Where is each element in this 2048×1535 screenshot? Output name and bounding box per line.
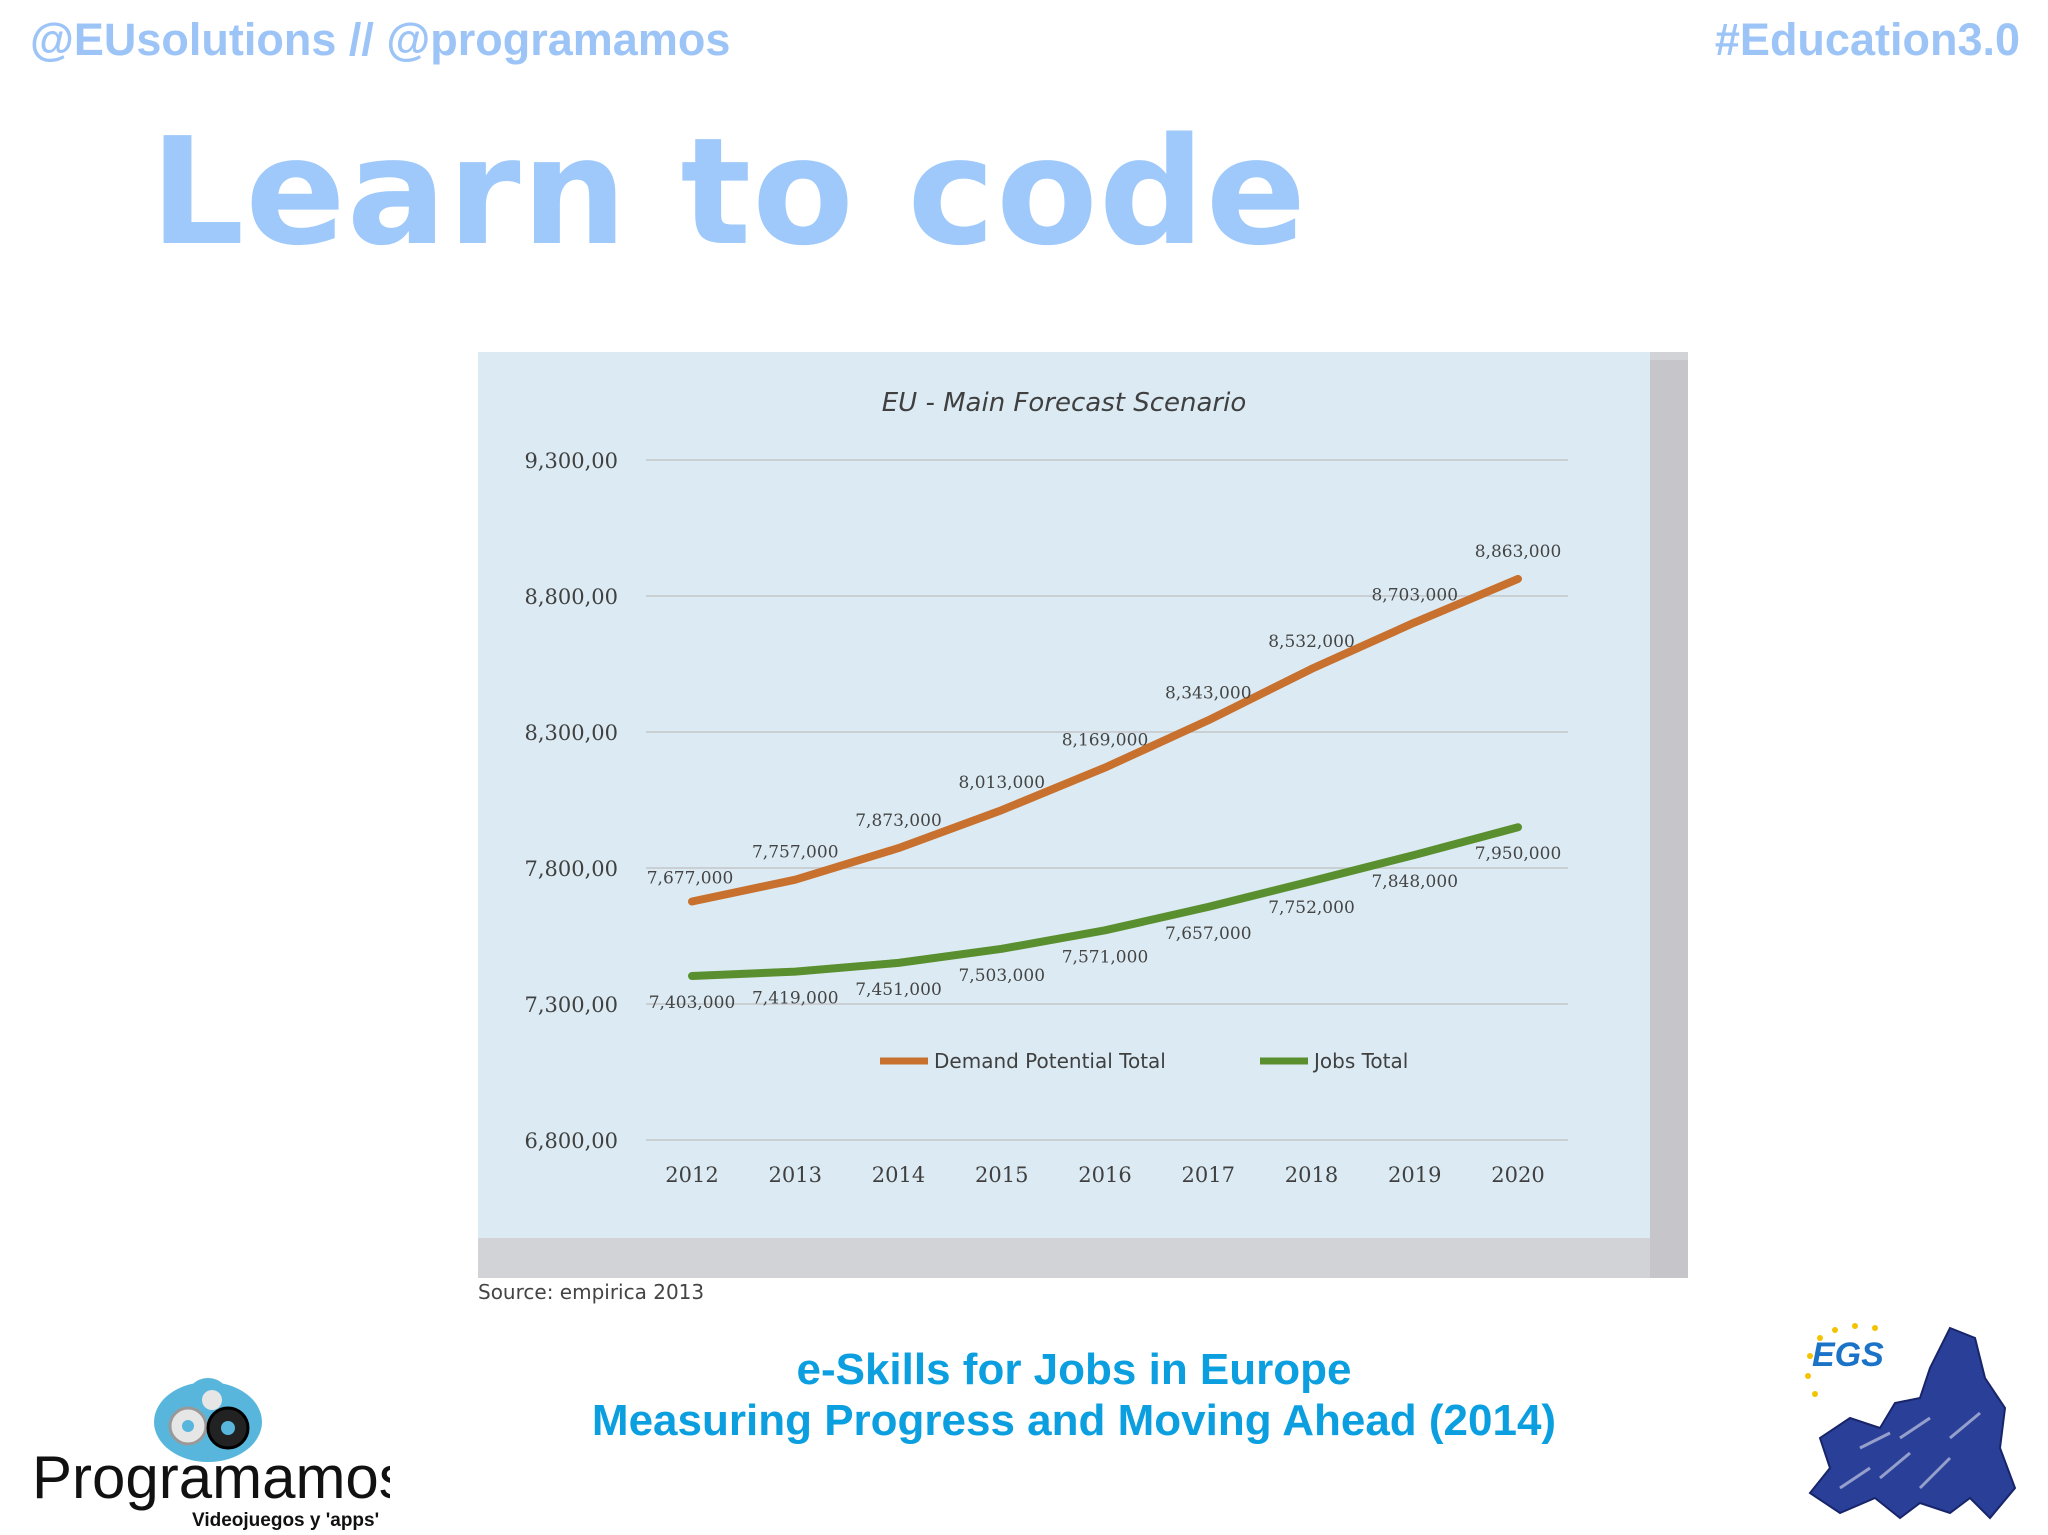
x-tick-label: 2019 — [1388, 1163, 1441, 1187]
x-tick-label: 2016 — [1078, 1163, 1131, 1187]
data-label: 7,503,000 — [958, 966, 1045, 986]
data-point — [1104, 929, 1106, 931]
chart-shadow — [1650, 360, 1688, 1278]
slide-title: Learn to code — [150, 106, 1308, 278]
programamos-logo: Programamos Videojuegos y 'apps' — [32, 1378, 390, 1530]
y-tick-label: 7,800,00 — [524, 857, 618, 881]
data-label: 7,657,000 — [1165, 924, 1252, 944]
data-point — [1001, 948, 1003, 950]
x-tick-label: 2020 — [1491, 1163, 1544, 1187]
data-label: 8,863,000 — [1475, 542, 1562, 562]
y-tick-label: 9,300,00 — [524, 449, 618, 473]
data-point — [794, 879, 796, 881]
data-label: 8,343,000 — [1165, 683, 1252, 703]
data-label: 7,419,000 — [752, 989, 839, 1009]
header-left-handles: @EUsolutions // @programamos — [30, 14, 731, 65]
y-tick-label: 7,300,00 — [524, 993, 618, 1017]
y-tick-label: 8,800,00 — [524, 585, 618, 609]
data-point — [794, 971, 796, 973]
data-label: 8,703,000 — [1371, 585, 1458, 605]
data-point — [898, 962, 899, 964]
data-label: 7,950,000 — [1475, 844, 1562, 864]
x-tick-label: 2017 — [1182, 1163, 1235, 1187]
x-tick-label: 2018 — [1285, 1163, 1338, 1187]
chart-title: EU - Main Forecast Scenario — [882, 388, 1247, 418]
legend-label: Demand Potential Total — [934, 1049, 1166, 1073]
data-point — [1207, 719, 1209, 721]
data-label: 7,757,000 — [752, 843, 839, 863]
cloud-gears-icon — [154, 1378, 262, 1462]
data-point — [1414, 621, 1416, 623]
data-point — [1001, 809, 1003, 811]
data-label: 7,873,000 — [855, 811, 942, 831]
data-point — [1414, 854, 1416, 856]
egs-wordmark: EGS — [1812, 1336, 1884, 1374]
eu-stars-icon — [1805, 1323, 1878, 1397]
legend-label: Jobs Total — [1312, 1049, 1408, 1073]
egs-europe-logo: EGS — [1805, 1323, 2017, 1520]
data-label: 7,848,000 — [1371, 872, 1458, 892]
data-point — [691, 900, 693, 902]
data-point — [691, 975, 693, 977]
data-point — [1104, 767, 1106, 769]
data-point — [1311, 880, 1312, 882]
data-label: 7,677,000 — [647, 868, 734, 888]
x-tick-label: 2015 — [975, 1163, 1028, 1187]
data-point — [1517, 578, 1519, 580]
data-label: 8,013,000 — [958, 773, 1045, 793]
caption-line-2: Measuring Progress and Moving Ahead (201… — [591, 1396, 1557, 1445]
data-label: 8,169,000 — [1062, 731, 1149, 751]
y-tick-label: 6,800,00 — [524, 1129, 618, 1153]
line-chart: EU - Main Forecast Scenario 9,300,00 8,80… — [478, 352, 1650, 1238]
europe-map-icon — [1808, 1326, 2017, 1520]
chart-source: Source: empirica 2013 — [478, 1280, 705, 1304]
header-right-hashtag: #Education3.0 — [1714, 14, 2020, 65]
caption-line-1: e-Skills for Jobs in Europe — [796, 1345, 1352, 1394]
programamos-wordmark: Programamos — [32, 1444, 390, 1511]
data-label: 7,451,000 — [855, 980, 942, 1000]
data-label: 7,571,000 — [1062, 947, 1149, 967]
y-tick-label: 8,300,00 — [524, 721, 618, 745]
data-label: 7,403,000 — [649, 993, 736, 1013]
data-label: 7,752,000 — [1268, 898, 1355, 918]
data-point — [1207, 906, 1209, 908]
x-tick-label: 2012 — [665, 1163, 718, 1187]
x-tick-label: 2014 — [872, 1163, 925, 1187]
data-point — [1311, 668, 1312, 670]
programamos-tagline: Videojuegos y 'apps' — [192, 1510, 379, 1530]
chart-plot-background — [478, 352, 1650, 1238]
data-point — [898, 847, 899, 849]
data-label: 8,532,000 — [1268, 632, 1355, 652]
x-tick-label: 2013 — [769, 1163, 822, 1187]
data-point — [1517, 826, 1519, 828]
